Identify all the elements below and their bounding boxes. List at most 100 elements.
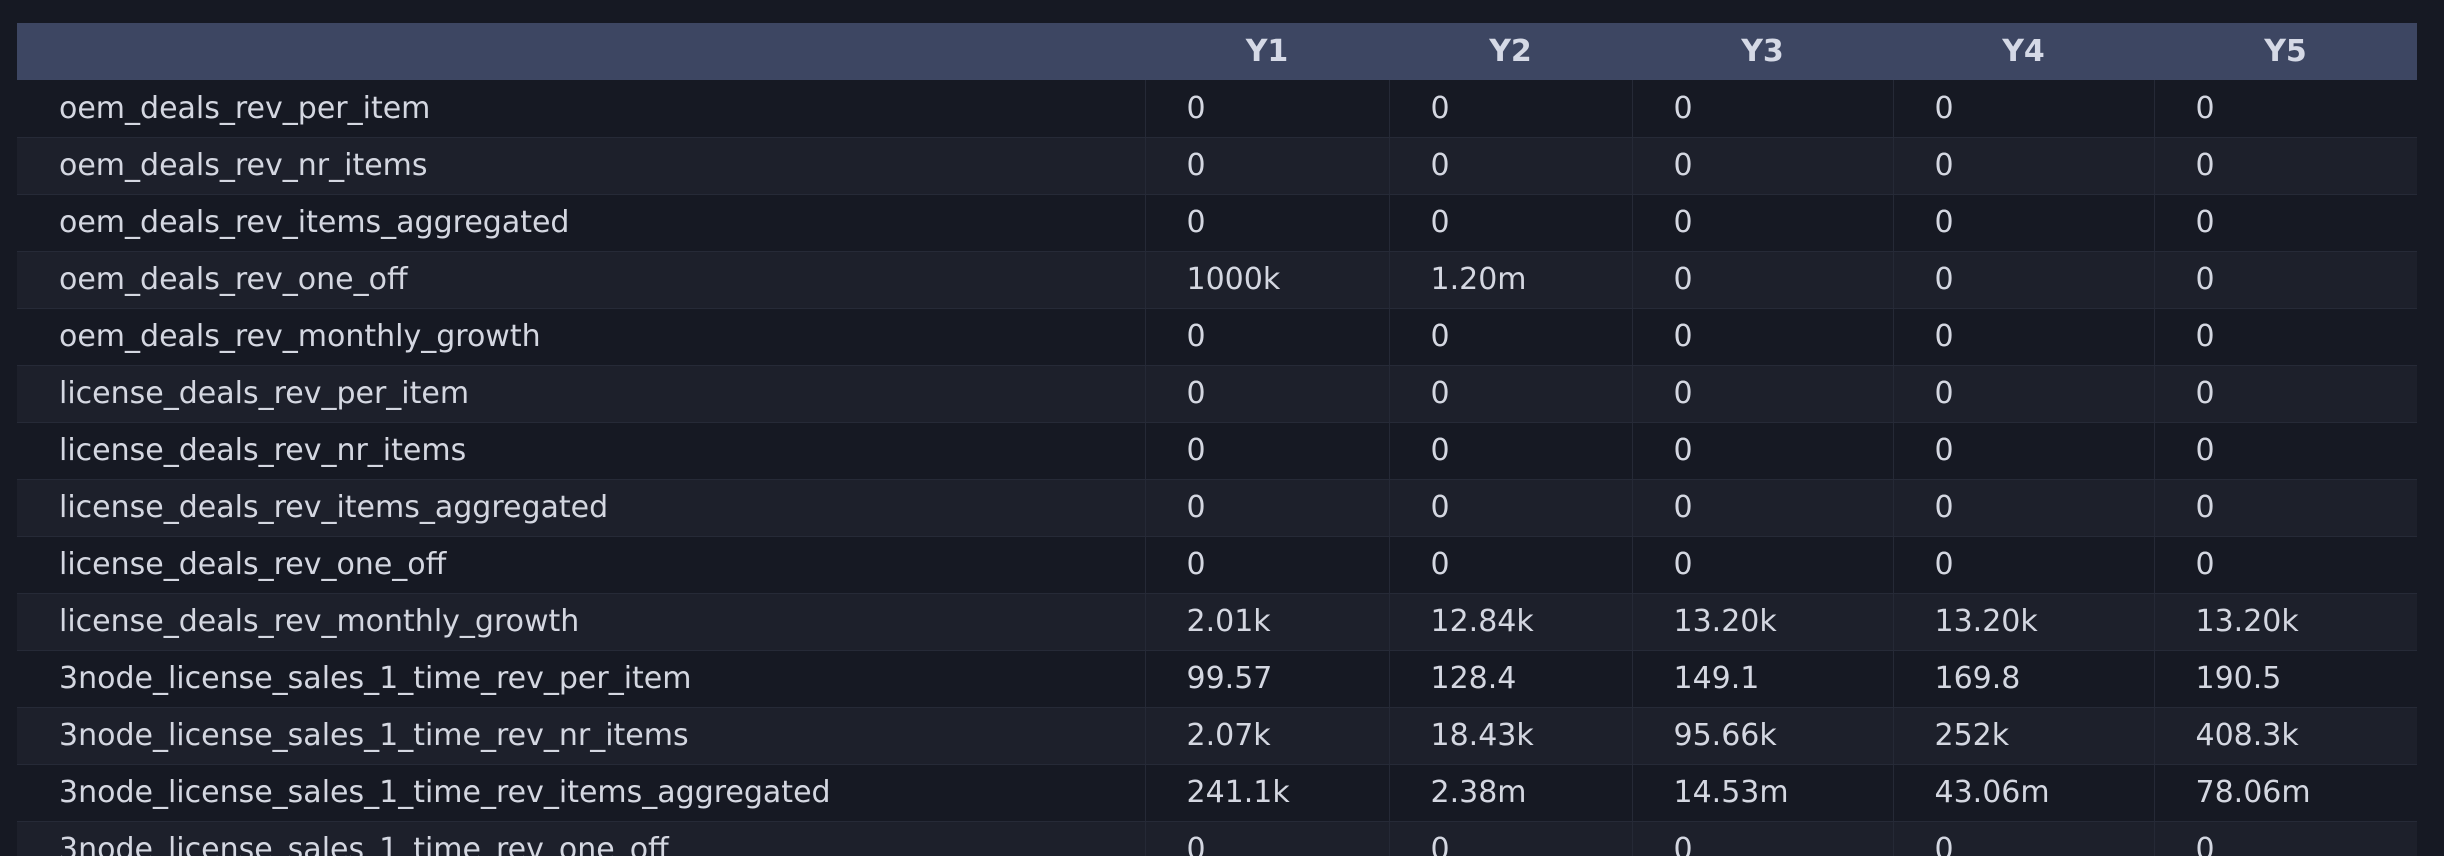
row-label: 3node_license_sales_1_time_rev_per_item [17,650,1145,708]
cell-value-y3: 0 [1631,536,1893,594]
cell-value-y1: 0 [1144,536,1389,594]
cell-value-y1: 0 [1144,308,1389,366]
cell-value-y1: 1000k [1144,251,1389,309]
row-label: license_deals_rev_items_aggregated [17,479,1145,537]
cell-value-y2: 18.43k [1388,707,1632,765]
table-row: oem_deals_rev_per_item 0 0 0 0 0 [17,80,2417,138]
cell-value-y3: 0 [1631,251,1893,309]
cell-value-y3: 0 [1631,365,1893,423]
cell-value-y2: 0 [1388,308,1632,366]
cell-value-y2: 2.38m [1388,764,1632,822]
cell-value-y1: 0 [1144,365,1389,423]
cell-value-y2: 128.4 [1388,650,1632,708]
cell-value-y4: 0 [1892,251,2154,309]
cell-value-y1: 0 [1144,137,1389,195]
cell-value-y1: 0 [1144,479,1389,537]
cell-value-y3: 0 [1631,308,1893,366]
row-label: oem_deals_rev_one_off [17,251,1145,309]
cell-value-y3: 13.20k [1631,593,1893,651]
table-row: oem_deals_rev_monthly_growth 0 0 0 0 0 [17,308,2417,366]
row-label: 3node_license_sales_1_time_rev_nr_items [17,707,1145,765]
cell-value-y2: 1.20m [1388,251,1632,309]
cell-value-y3: 0 [1631,137,1893,195]
cell-value-y1: 0 [1144,422,1389,480]
cell-value-y5: 0 [2153,80,2417,138]
row-label: license_deals_rev_per_item [17,365,1145,423]
table-row: oem_deals_rev_nr_items 0 0 0 0 0 [17,137,2417,195]
column-header-y1[interactable]: Y1 [1245,34,1289,69]
column-header-y4[interactable]: Y4 [2002,34,2045,69]
cell-value-y4: 0 [1892,308,2154,366]
cell-value-y4: 0 [1892,80,2154,138]
cell-value-y3: 0 [1631,821,1893,856]
cell-value-y4: 252k [1892,707,2154,765]
cell-value-y3: 0 [1631,479,1893,537]
table-row: license_deals_rev_nr_items 0 0 0 0 0 [17,422,2417,480]
cell-value-y1: 0 [1144,821,1389,856]
table-container: Y1 Y2 Y3 Y4 Y5 oem_deals_rev_per_item 0 0 0… [17,23,2417,856]
cell-value-y4: 0 [1892,137,2154,195]
table-body: oem_deals_rev_per_item 0 0 0 0 0 oem_deals_rev… [17,80,2417,856]
table-row: 3node_license_sales_1_time_rev_per_item 9… [17,650,2417,708]
row-label: license_deals_rev_monthly_growth [17,593,1145,651]
cell-value-y2: 0 [1388,194,1632,252]
cell-value-y2: 0 [1388,536,1632,594]
cell-value-y3: 14.53m [1631,764,1893,822]
row-label: oem_deals_rev_nr_items [17,137,1145,195]
cell-value-y4: 0 [1892,821,2154,856]
table-row: oem_deals_rev_one_off 1000k 1.20m 0 0 0 [17,251,2417,309]
cell-value-y5: 78.06m [2153,764,2417,822]
table-row: 3node_license_sales_1_time_rev_items_agg… [17,764,2417,822]
cell-value-y5: 0 [2153,536,2417,594]
cell-value-y5: 0 [2153,821,2417,856]
cell-value-y3: 149.1 [1631,650,1893,708]
cell-value-y3: 0 [1631,80,1893,138]
cell-value-y3: 0 [1631,422,1893,480]
row-label: 3node_license_sales_1_time_rev_one_off [17,821,1145,856]
cell-value-y1: 0 [1144,194,1389,252]
cell-value-y4: 0 [1892,536,2154,594]
cell-value-y1: 241.1k [1144,764,1389,822]
cell-value-y1: 0 [1144,80,1389,138]
row-label: oem_deals_rev_items_aggregated [17,194,1145,252]
cell-value-y2: 0 [1388,137,1632,195]
cell-value-y5: 0 [2153,137,2417,195]
cell-value-y1: 2.07k [1144,707,1389,765]
cell-value-y1: 99.57 [1144,650,1389,708]
cell-value-y2: 0 [1388,821,1632,856]
cell-value-y2: 12.84k [1388,593,1632,651]
table-header: Y1 Y2 Y3 Y4 Y5 [17,23,2417,80]
table-row: license_deals_rev_monthly_growth 2.01k 12.… [17,593,2417,651]
row-label: license_deals_rev_nr_items [17,422,1145,480]
cell-value-y5: 0 [2153,308,2417,366]
cell-value-y2: 0 [1388,422,1632,480]
cell-value-y5: 190.5 [2153,650,2417,708]
cell-value-y4: 0 [1892,365,2154,423]
cell-value-y5: 0 [2153,422,2417,480]
table-row: 3node_license_sales_1_time_rev_one_off 0 0… [17,821,2417,856]
header-row: Y1 Y2 Y3 Y4 Y5 [17,23,2417,80]
cell-value-y5: 0 [2153,251,2417,309]
cell-value-y2: 0 [1388,365,1632,423]
column-header-y5[interactable]: Y5 [2264,34,2307,69]
cell-value-y2: 0 [1388,80,1632,138]
row-label: oem_deals_rev_monthly_growth [17,308,1145,366]
cell-value-y5: 13.20k [2153,593,2417,651]
column-header-y3[interactable]: Y3 [1741,34,1784,69]
table-row: license_deals_rev_items_aggregated 0 0 0 0 0 [17,479,2417,537]
cell-value-y1: 2.01k [1144,593,1389,651]
cell-value-y5: 0 [2153,194,2417,252]
cell-value-y5: 408.3k [2153,707,2417,765]
cell-value-y5: 0 [2153,365,2417,423]
data-table: Y1 Y2 Y3 Y4 Y5 oem_deals_rev_per_item 0 0 0… [17,23,2417,856]
row-label: license_deals_rev_one_off [17,536,1145,594]
column-header-y2[interactable]: Y2 [1489,34,1532,69]
cell-value-y4: 169.8 [1892,650,2154,708]
table-row: license_deals_rev_one_off 0 0 0 0 0 [17,536,2417,594]
column-header-label [17,23,1145,80]
table-row: 3node_license_sales_1_time_rev_nr_items 2… [17,707,2417,765]
table-row: license_deals_rev_per_item 0 0 0 0 0 [17,365,2417,423]
cell-value-y2: 0 [1388,479,1632,537]
cell-value-y4: 0 [1892,479,2154,537]
